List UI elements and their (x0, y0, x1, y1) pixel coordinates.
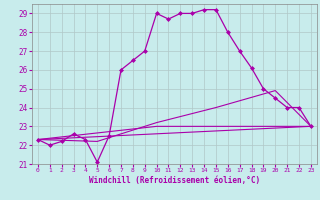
X-axis label: Windchill (Refroidissement éolien,°C): Windchill (Refroidissement éolien,°C) (89, 176, 260, 185)
